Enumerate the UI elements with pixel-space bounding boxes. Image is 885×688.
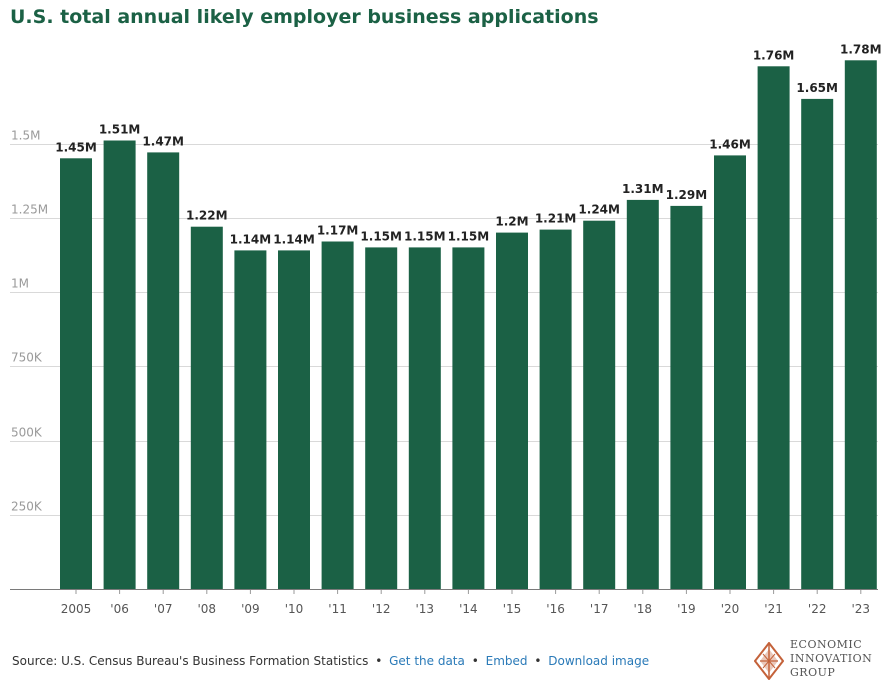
x-tick-label: '06 <box>110 602 129 616</box>
bar <box>626 199 659 589</box>
bar <box>757 66 790 590</box>
x-tick-label: '21 <box>764 602 783 616</box>
bar <box>321 241 354 589</box>
y-tick-label: 1.5M <box>11 129 40 143</box>
x-tick-label: '12 <box>372 602 391 616</box>
y-tick-label: 1M <box>11 277 29 291</box>
get-data-link[interactable]: Get the data <box>389 654 465 668</box>
logo-line: ECONOMIC <box>790 638 863 651</box>
y-tick-label: 500K <box>11 426 43 440</box>
bar-value-label: 1.78M <box>840 42 882 56</box>
bar-value-label: 1.76M <box>753 48 795 62</box>
download-image-link[interactable]: Download image <box>548 654 650 668</box>
bar-value-label: 1.45M <box>55 140 97 154</box>
bar <box>670 205 703 589</box>
eig-logo-text: ECONOMIC INNOVATION GROUP <box>790 638 872 680</box>
bar-value-label: 1.29M <box>666 188 708 202</box>
x-tick-label: '22 <box>808 602 827 616</box>
bar <box>234 250 267 589</box>
footer: Source: U.S. Census Bureau's Business Fo… <box>12 654 649 668</box>
bar-value-label: 1.21M <box>535 212 577 226</box>
footer-separator: • <box>375 654 383 668</box>
x-tick-label: '09 <box>241 602 260 616</box>
bar <box>365 247 398 589</box>
logo-line: GROUP <box>790 666 836 679</box>
bar-value-label: 1.14M <box>230 232 272 246</box>
chart-title: U.S. total annual likely employer busine… <box>10 6 599 28</box>
bar <box>147 152 180 589</box>
bar-value-label: 1.22M <box>186 209 228 223</box>
bar-value-label: 1.15M <box>360 229 402 243</box>
bar-value-label: 1.14M <box>273 232 315 246</box>
bar <box>801 98 834 590</box>
bar-value-label: 1.31M <box>622 182 664 196</box>
bar <box>714 155 746 589</box>
bar-value-label: 1.65M <box>796 81 838 95</box>
bar <box>844 60 877 590</box>
bar <box>60 158 92 590</box>
x-tick-label: '11 <box>328 602 347 616</box>
embed-link[interactable]: Embed <box>485 654 528 668</box>
bar <box>539 229 572 589</box>
x-tick-label: '07 <box>154 602 173 616</box>
x-tick-label: '20 <box>721 602 740 616</box>
eig-logo-mark-icon <box>754 642 784 680</box>
x-tick-label: '18 <box>634 602 653 616</box>
bar-value-label: 1.15M <box>448 229 490 243</box>
x-tick-label: '14 <box>459 602 478 616</box>
y-tick-label: 1.25M <box>11 203 48 217</box>
bar-value-label: 1.51M <box>99 123 141 137</box>
logo-line: INNOVATION <box>790 652 873 665</box>
bar <box>496 232 528 589</box>
bar-value-label: 1.46M <box>709 137 751 151</box>
bar-value-label: 1.17M <box>317 224 359 238</box>
bar-value-label: 1.2M <box>495 215 528 229</box>
bar-value-label: 1.24M <box>578 203 620 217</box>
footer-separator: • <box>471 654 479 668</box>
y-tick-label: 250K <box>11 500 43 514</box>
x-tick-label: '10 <box>285 602 304 616</box>
x-tick-label: '19 <box>677 602 696 616</box>
x-tick-label: '17 <box>590 602 609 616</box>
bar <box>190 226 223 589</box>
bar <box>408 247 441 589</box>
x-tick-label: 2005 <box>61 602 92 616</box>
y-tick-label: 750K <box>11 351 43 365</box>
eig-logo: ECONOMIC INNOVATION GROUP <box>754 634 882 684</box>
bar <box>583 220 616 589</box>
footer-separator: • <box>534 654 542 668</box>
bar <box>278 250 310 589</box>
bar <box>103 140 136 589</box>
x-tick-label: '08 <box>198 602 217 616</box>
bar-value-label: 1.47M <box>142 134 184 148</box>
bar-value-label: 1.15M <box>404 229 446 243</box>
bar <box>452 247 485 589</box>
source-text: Source: U.S. Census Bureau's Business Fo… <box>12 654 369 668</box>
x-tick-label: '15 <box>503 602 522 616</box>
x-tick-label: '23 <box>852 602 871 616</box>
x-tick-label: '13 <box>416 602 435 616</box>
x-tick-label: '16 <box>546 602 565 616</box>
